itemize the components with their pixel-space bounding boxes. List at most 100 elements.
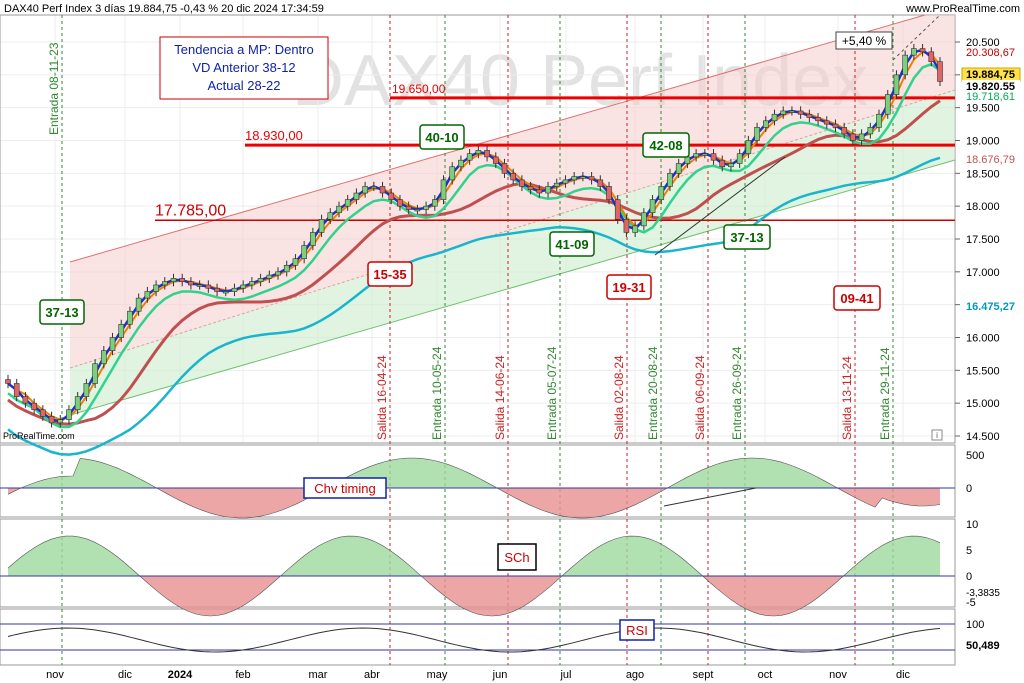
price-tick-label: 16.000 (966, 333, 1000, 345)
chv-tick-label: 0 (966, 483, 972, 495)
boxed-label: 37-13 (730, 230, 763, 245)
boxed-label-frame (367, 261, 413, 287)
sch-tick-label: 0 (966, 571, 972, 583)
candle-body (623, 219, 630, 233)
candle-body (188, 281, 194, 286)
sch-line (7, 535, 941, 617)
candle-body (301, 245, 307, 259)
time-tick-label: dic (896, 669, 911, 681)
chv-label: Chv timing (314, 481, 375, 496)
candle-body (911, 48, 917, 56)
candle-body (353, 192, 360, 200)
candle-body (501, 163, 508, 174)
candle-body (754, 127, 760, 141)
candle-body (257, 278, 264, 282)
candle-body (13, 383, 20, 397)
sch-label: SCh (504, 550, 529, 565)
candle-body (214, 287, 220, 292)
boxed-label-frame (833, 285, 881, 311)
price-tag-bg (962, 153, 1020, 166)
price-panel-border (0, 14, 956, 444)
time-axis: nov dic 2024 feb mar abr may jun jul ago sept oct no… (46, 669, 910, 681)
candle-body (249, 281, 255, 286)
time-tick-label: ago (626, 669, 644, 681)
candle-body (283, 264, 290, 273)
horizontal-levels: 19.650,00 18.930,00 17.785,00 (155, 82, 955, 222)
candle-body (231, 287, 238, 292)
price-tag-bg (962, 80, 1020, 93)
chv-line (7, 457, 941, 519)
time-tick-label: nov (829, 669, 847, 681)
candle-body (196, 284, 203, 287)
candle-body (719, 159, 726, 168)
price-tag: 18.676,79 (966, 154, 1015, 166)
candle-body (336, 205, 342, 214)
candle-body (92, 363, 98, 384)
candle-body (310, 232, 316, 246)
rsi-line (7, 627, 941, 653)
candle-body (858, 133, 865, 141)
candle-body (745, 140, 752, 154)
rsi-panel: RSI 100 50,489 (0, 619, 1000, 653)
candle-body (388, 192, 395, 200)
price-tag: 19.718,61 (966, 91, 1015, 103)
sch-tick-label: 10 (966, 519, 978, 531)
candle-body (40, 409, 46, 417)
trend-line-3: Actual 28-22 (208, 78, 281, 93)
info-icon[interactable] (931, 429, 943, 441)
time-tick-label: jul (559, 669, 571, 681)
long-ma (7, 156, 941, 456)
price-tick-label: 18.000 (966, 201, 1000, 213)
candle-body (362, 186, 368, 194)
candle-body (135, 297, 142, 312)
candle-body (841, 127, 847, 135)
chv-positive-area (8, 458, 940, 488)
chv-label-box (303, 477, 387, 499)
price-tick-label: 18.500 (966, 168, 1000, 180)
time-tick-label: 2024 (168, 669, 193, 681)
candle-body (118, 324, 125, 338)
candle-body (449, 166, 456, 181)
candle-body (379, 186, 386, 194)
candle-body (771, 113, 778, 122)
candle-body (510, 173, 516, 181)
rsi-label: RSI (626, 623, 648, 638)
candle-body (397, 199, 403, 207)
time-tick-label: may (427, 669, 448, 681)
candle-body (937, 61, 943, 82)
sch-tick-label: 5 (966, 545, 972, 557)
candle-body (127, 310, 133, 325)
price-tag-bg (962, 46, 1020, 59)
time-tick-label: abr (364, 669, 380, 681)
candle-body (832, 123, 839, 128)
candle-body (614, 199, 621, 220)
boxed-label: 40-10 (425, 130, 458, 145)
trend-box: Tendencia a MP: Dentro VD Anterior 38-12… (159, 36, 329, 100)
boxed-label-frame (39, 299, 85, 325)
candle-body (606, 186, 612, 200)
candle-body (344, 199, 351, 207)
price-tag-bg (962, 300, 1020, 313)
candle-body (22, 396, 29, 404)
candle-body (48, 415, 55, 424)
candle-body (144, 291, 151, 299)
candle-body (484, 150, 490, 158)
candle-body (66, 409, 72, 420)
signal-label: Salida 14-06-24 (493, 355, 507, 440)
candle-body (109, 337, 116, 351)
boxed-label: 42-08 (649, 138, 682, 153)
signal-lines: Entrada 08-11-23 Salida 16-04-24 Entrada 1… (47, 15, 894, 665)
candle-body (205, 284, 212, 289)
sch-panel: SCh 10 5 0 -5-3,3835 (0, 519, 1000, 617)
candle-body (797, 110, 804, 115)
candle-body (850, 133, 856, 141)
candle-body (266, 274, 273, 279)
price-tick-label: 17.000 (966, 267, 1000, 279)
candle-body (83, 383, 90, 397)
price-tag: 19.884,75 (966, 69, 1015, 81)
candle-body (545, 186, 551, 194)
candle-body (423, 205, 429, 210)
trend-line-2: VD Anterior 38-12 (192, 60, 295, 75)
candle-body (440, 179, 447, 200)
